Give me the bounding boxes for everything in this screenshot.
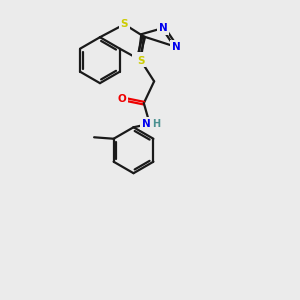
Text: S: S — [121, 19, 128, 29]
Text: N: N — [172, 42, 181, 52]
Text: N: N — [134, 54, 142, 64]
Text: N: N — [142, 119, 150, 129]
Text: O: O — [118, 94, 126, 104]
Text: H: H — [152, 119, 160, 129]
Text: S: S — [137, 56, 145, 66]
Text: N: N — [159, 23, 168, 33]
